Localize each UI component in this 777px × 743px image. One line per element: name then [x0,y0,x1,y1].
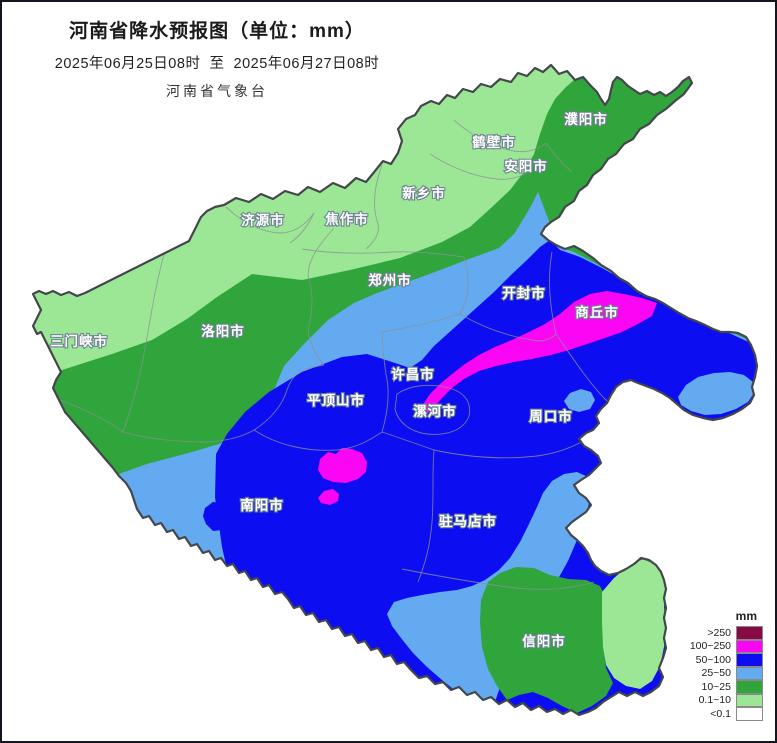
east-tip-25-50-patch [678,372,754,415]
xinyang-10-25-region [480,567,613,713]
legend-row-label: <0.1 [710,707,731,720]
legend-row-swatch [736,626,763,640]
legend-row-3: 50~100 [690,653,763,668]
city-label-10: 三门峡市 [50,333,108,349]
precip-bands [33,65,757,715]
legend-row-label: 25~50 [701,667,732,679]
map-source: 河南省气象台 [166,85,268,100]
city-label-7: 郑州市 [368,272,412,288]
band-100-250-region [418,291,657,416]
legend-row-1: >250 [690,626,763,641]
legend: mm >250 100~250 50~100 25~50 10~25 0.1~10 <0.1 [690,609,763,722]
map-date-range: 2025年06月25日08时 至 2025年06月27日08时 [54,56,380,72]
city-label-6: 焦作市 [324,211,369,227]
city-label-16: 南阳市 [240,497,284,513]
title-block: 河南省降水预报图（单位：mm） 2025年06月25日08时 至 2025年06… [2,16,432,101]
legend-row-label: 100~250 [689,640,731,652]
city-label-12: 许昌市 [391,366,435,382]
legend-row-label: 10~25 [701,680,732,693]
legend-row-2: 100~250 [689,639,763,654]
legend-row-4: 25~50 [690,666,763,681]
city-label-13: 平顶山市 [307,392,365,408]
legend-unit-label: mm [735,608,757,623]
district-borders [59,119,628,590]
legend-row-swatch [736,693,763,707]
city-label-8: 开封市 [502,285,546,301]
legend-row-7: <0.1 [690,707,763,722]
province-outline [31,63,759,717]
city-label-15: 周口市 [529,408,573,424]
city-label-3: 安阳市 [504,158,548,174]
city-label-14: 漯河市 [413,403,457,419]
nanyang-magenta-blob-small [318,489,339,505]
legend-row-swatch [736,666,763,680]
legend-row-label: >250 [707,626,731,639]
city-label-5: 济源市 [241,212,285,228]
city-label-4: 新乡市 [402,185,446,201]
xinyang-01-10-region [602,559,666,689]
legend-row-label: 50~100 [695,653,731,666]
city-label-9: 商丘市 [575,304,619,320]
legend-row-label: 0.1~10 [698,694,731,706]
city-label-17: 驻马店市 [439,513,497,529]
legend-row-swatch [736,639,763,653]
city-label-2: 鹤壁市 [472,134,516,150]
legend-row-swatch [736,680,763,694]
legend-row-swatch [736,707,763,721]
legend-row-6: 0.1~10 [690,693,763,708]
legend-rows: >250 100~250 50~100 25~50 10~25 0.1~10 <0.1 [689,626,763,722]
legend-row-5: 10~25 [690,680,763,695]
east-small-25-50-patch [564,389,595,412]
nanyang-blue-blob [203,502,228,531]
legend-row-swatch [736,653,763,667]
city-label-18: 信阳市 [522,633,566,649]
nanyang-magenta-blob-large [318,448,367,483]
city-label-11: 洛阳市 [201,323,245,339]
city-label-1: 濮阳市 [564,111,608,127]
map-title: 河南省降水预报图（单位：mm） [69,21,365,42]
